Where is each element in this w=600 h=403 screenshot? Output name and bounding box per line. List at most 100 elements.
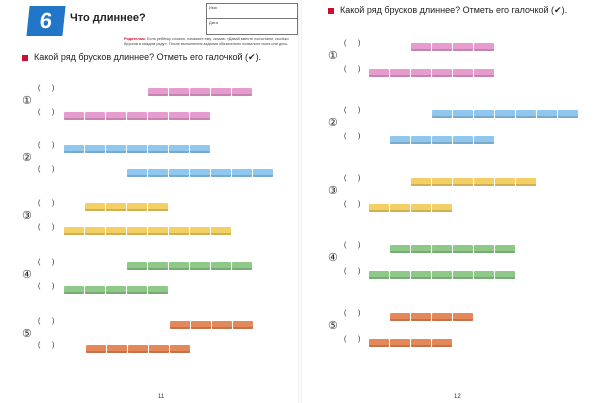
brick [253,169,273,177]
checkbox-bottom-row[interactable]: ( ) [38,224,55,231]
brick [474,245,494,253]
brick [432,43,452,51]
brick [390,271,410,279]
name-field[interactable]: Имя [207,4,297,19]
checkbox-top-row[interactable]: ( ) [344,107,361,114]
brick [411,339,431,347]
checkbox-top-row[interactable]: ( ) [344,175,361,182]
left-page: 6 Что длиннее? Имя Дата Родителям. Если … [22,3,298,400]
brick [190,262,210,270]
brick [127,286,147,294]
brick [232,88,252,96]
brick [190,88,210,96]
brick [411,43,431,51]
instruction: Какой ряд брусков длиннее? Отметь его га… [22,52,261,63]
brick [411,136,431,144]
brick [369,69,389,77]
brick [432,110,452,118]
brick [127,227,147,235]
checkbox-bottom-row[interactable]: ( ) [344,336,361,343]
checkbox-top-row[interactable]: ( ) [38,318,55,325]
red-square-icon [22,54,28,61]
brick-row-top [64,145,211,153]
brick-row-bottom [64,112,211,120]
question-number: ④ [22,269,32,281]
brick [453,110,473,118]
brick [516,178,536,186]
brick [85,227,105,235]
checkbox-top-row[interactable]: ( ) [38,259,55,266]
checkbox-bottom-row[interactable]: ( ) [38,109,55,116]
brick-row-bottom [64,227,232,235]
brick [390,313,410,321]
brick [474,110,494,118]
checkbox-bottom-row[interactable]: ( ) [38,166,55,173]
date-field[interactable]: Дата [209,20,218,25]
brick-row-top [432,110,579,118]
brick [453,313,473,321]
brick [106,203,126,211]
brick [149,345,169,353]
brick [411,245,431,253]
brick [106,112,126,120]
page-gutter [298,0,302,403]
brick-row-bottom [369,69,495,77]
brick [432,339,452,347]
brick [191,321,211,329]
brick [169,112,189,120]
brick [64,286,84,294]
brick [211,169,231,177]
checkbox-bottom-row[interactable]: ( ) [344,133,361,140]
brick [190,169,210,177]
brick-row-top [127,262,253,270]
question-number: ① [328,50,338,62]
brick [148,286,168,294]
brick-row-bottom [127,169,274,177]
question-number: ⑤ [22,328,32,340]
brick [85,145,105,153]
brick [369,339,389,347]
brick-row-bottom [369,271,516,279]
brick [211,262,231,270]
checkbox-top-row[interactable]: ( ) [344,310,361,317]
checkbox-bottom-row[interactable]: ( ) [344,201,361,208]
brick [474,178,494,186]
brick [453,271,473,279]
checkbox-top-row[interactable]: ( ) [344,40,361,47]
brick [411,69,431,77]
brick [537,110,557,118]
brick [148,169,168,177]
brick [453,245,473,253]
checkbox-bottom-row[interactable]: ( ) [344,66,361,73]
checkbox-top-row[interactable]: ( ) [38,142,55,149]
brick-row-top [85,203,169,211]
instruction-text: Какой ряд брусков длиннее? Отметь его га… [34,52,262,62]
brick [390,339,410,347]
brick [127,112,147,120]
brick [148,112,168,120]
brick [64,145,84,153]
brick [432,313,452,321]
checkbox-top-row[interactable]: ( ) [38,200,55,207]
checkbox-bottom-row[interactable]: ( ) [38,342,55,349]
checkbox-bottom-row[interactable]: ( ) [38,283,55,290]
checkbox-bottom-row[interactable]: ( ) [344,268,361,275]
brick [106,227,126,235]
brick [432,69,452,77]
brick [64,112,84,120]
brick [495,245,515,253]
brick [127,145,147,153]
checkbox-top-row[interactable]: ( ) [38,85,55,92]
checkbox-top-row[interactable]: ( ) [344,242,361,249]
brick [107,345,127,353]
brick [190,145,210,153]
brick [169,145,189,153]
brick-row-top [148,88,253,96]
parent-note-label: Родителям. [124,37,146,41]
instruction-text: Какой ряд брусков длиннее? Отметь его га… [340,5,568,15]
brick [558,110,578,118]
brick [474,271,494,279]
brick [369,204,389,212]
brick [233,321,253,329]
brick [411,271,431,279]
